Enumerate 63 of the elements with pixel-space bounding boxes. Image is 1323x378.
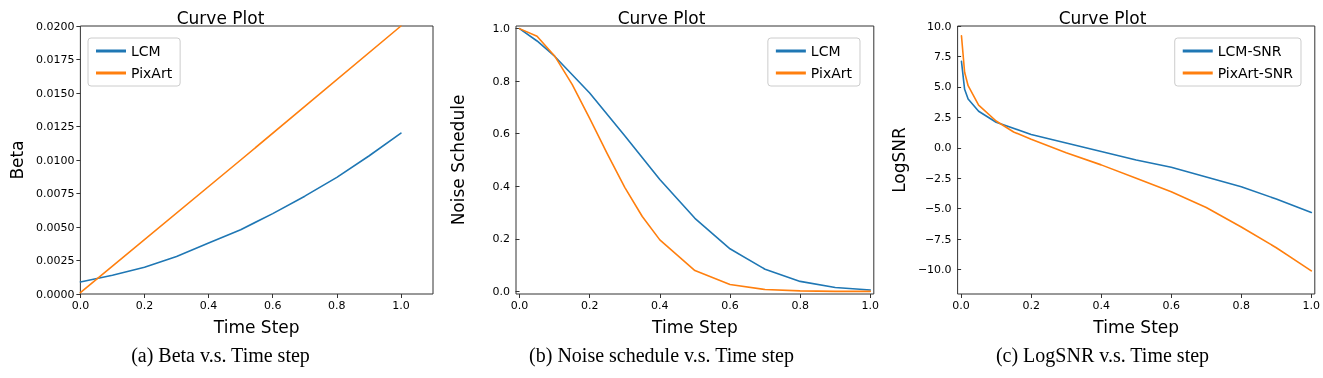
line-series — [960, 60, 1313, 214]
x-tick-label: 0.8 — [791, 299, 809, 312]
y-tick-label: 0.6 — [492, 127, 510, 141]
y-tick-label: 0.0 — [492, 284, 510, 298]
y-tick-label: 0.0050 — [35, 220, 75, 234]
x-tick-label: 0.0 — [952, 299, 970, 312]
legend-label: LCM-SNR — [1217, 43, 1282, 59]
x-axis-title: Time Step — [212, 316, 300, 337]
x-tick-label: 0.2 — [1022, 299, 1040, 312]
line-series — [960, 34, 1313, 272]
y-tick-label: 0.0075 — [35, 187, 75, 200]
y-axis-title: Noise Schedule — [447, 94, 468, 226]
y-tick-label: 0.0100 — [35, 153, 75, 167]
x-tick-label: 0.4 — [651, 299, 669, 312]
chart-title: Curve Plot — [617, 7, 706, 28]
y-tick-label: 0.0025 — [35, 254, 75, 267]
y-tick-label: 0.0200 — [35, 19, 75, 33]
y-tick-label: 0.0 — [934, 141, 952, 155]
y-tick-label: 0.0000 — [35, 287, 75, 301]
x-tick-label: 0.8 — [328, 299, 346, 312]
x-tick-label: 0.4 — [199, 299, 218, 312]
y-axis-title: LogSNR — [888, 126, 909, 193]
x-tick-label: 0.6 — [721, 299, 739, 312]
x-tick-label: 0.6 — [1162, 299, 1180, 312]
y-tick-label: 1.0 — [492, 22, 510, 36]
line-series — [79, 132, 402, 283]
y-tick-label: 0.8 — [492, 74, 510, 88]
legend-label: PixArt-SNR — [1217, 65, 1294, 81]
y-tick-label: 0.0125 — [35, 120, 75, 133]
x-tick-label: 1.0 — [861, 299, 880, 312]
legend-label: LCM — [810, 43, 841, 59]
y-tick-label: −5.0 — [924, 202, 952, 216]
y-tick-label: 10.0 — [927, 19, 952, 33]
y-tick-label: −7.5 — [924, 232, 952, 246]
y-tick-label: 7.5 — [934, 49, 952, 63]
chart-title: Curve Plot — [176, 7, 265, 28]
y-tick-label: 0.0150 — [35, 86, 75, 100]
legend-label: PixArt — [131, 65, 173, 81]
chart-title: Curve Plot — [1058, 7, 1147, 28]
y-tick-label: −10.0 — [917, 263, 952, 277]
y-tick-label: 2.5 — [934, 110, 952, 124]
x-axis-title: Time Step — [651, 316, 738, 337]
x-tick-label: 0.4 — [1092, 299, 1110, 312]
x-tick-label: 0.0 — [510, 299, 529, 312]
x-tick-label: 0.2 — [135, 299, 154, 312]
legend-label: PixArt — [810, 65, 853, 81]
x-axis-title: Time Step — [1092, 316, 1180, 337]
y-tick-label: 5.0 — [934, 80, 952, 94]
x-tick-label: 0.6 — [263, 299, 282, 312]
text: (b) Noise schedule v.s. Time step — [528, 344, 795, 367]
x-tick-label: 1.0 — [1302, 299, 1321, 312]
y-tick-label: −2.5 — [924, 171, 952, 185]
y-axis-title: Beta — [6, 140, 27, 180]
y-tick-label: 0.4 — [492, 179, 510, 193]
text: (a) Beta v.s. Time step — [130, 344, 311, 367]
x-tick-label: 0.8 — [1232, 299, 1251, 312]
x-tick-label: 1.0 — [392, 299, 410, 312]
text: (c) LogSNR v.s. Time step — [994, 344, 1211, 367]
y-tick-label: 0.2 — [492, 232, 510, 246]
x-tick-label: 0.0 — [71, 299, 90, 312]
x-tick-label: 0.2 — [580, 299, 599, 312]
legend-label: LCM — [131, 43, 161, 59]
y-tick-label: 0.0175 — [35, 53, 75, 66]
